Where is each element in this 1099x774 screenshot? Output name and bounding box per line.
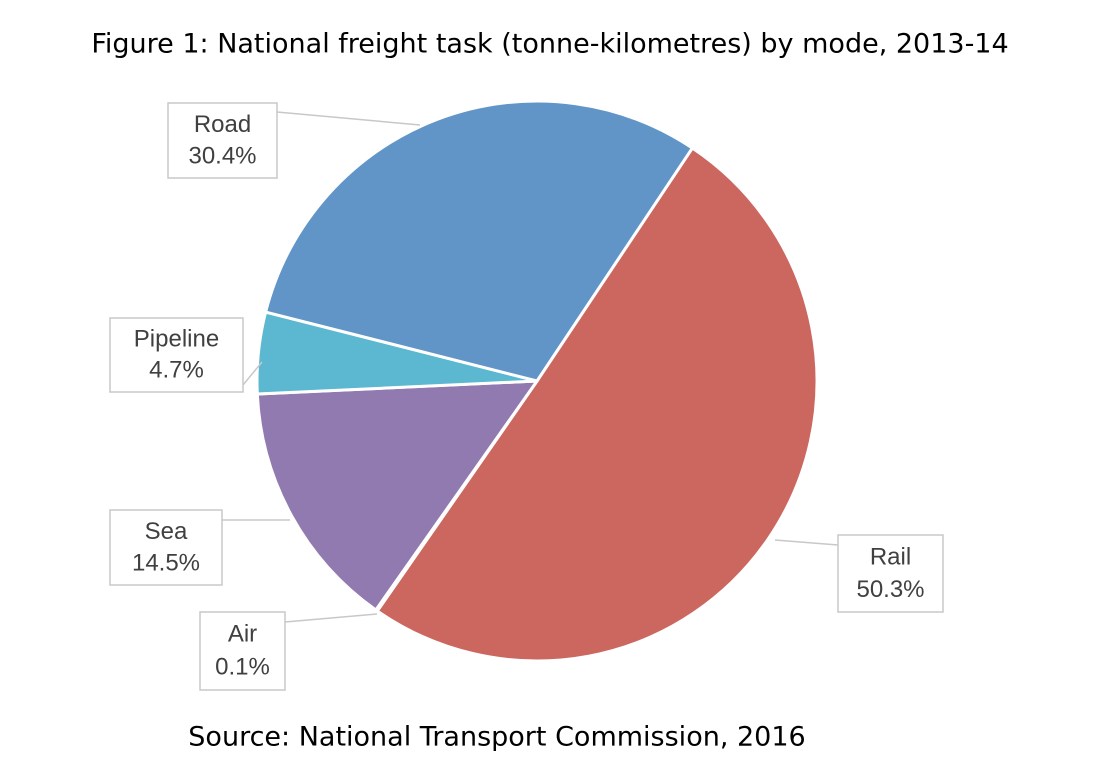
leader-line [774, 539, 839, 546]
label-box [837, 534, 944, 613]
slice-name: Road [194, 111, 251, 138]
pie-slice [255, 379, 540, 613]
slice-value: 30.4% [188, 142, 256, 169]
chart-title: Figure 1: National freight task (tonne-k… [91, 29, 1008, 60]
leader-line [284, 613, 378, 623]
leader-line [242, 361, 263, 386]
slice-value: 14.5% [132, 549, 200, 576]
label-box [109, 317, 244, 393]
slice-name: Pipeline [134, 326, 219, 353]
label-box [109, 509, 223, 586]
pie-slice [263, 99, 695, 383]
slice-value: 0.1% [215, 654, 270, 681]
label-box [199, 611, 286, 691]
slice-name: Air [228, 621, 257, 648]
slice-value: 50.3% [856, 576, 924, 603]
slice-name: Sea [145, 518, 188, 545]
slice-value: 4.7% [149, 357, 204, 384]
slice-name: Rail [870, 543, 911, 570]
leader-line [276, 111, 421, 126]
pie-slice [375, 145, 819, 663]
chart-source: Source: National Transport Commission, 2… [188, 722, 805, 753]
label-box [167, 102, 278, 179]
